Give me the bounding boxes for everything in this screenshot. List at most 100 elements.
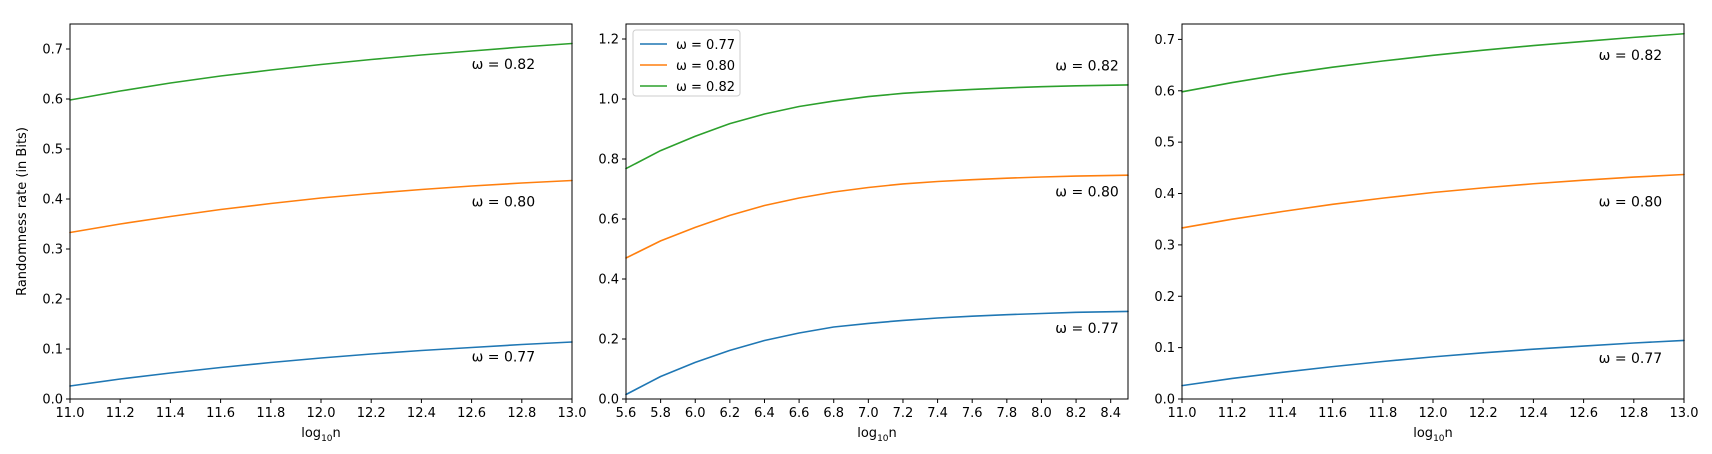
x-tick-label: 12.4 — [407, 406, 436, 421]
x-axis-label-subscript: 10 — [1433, 434, 1445, 444]
y-tick-label: 0.0 — [1154, 393, 1175, 408]
x-tick-label: 11.4 — [1268, 406, 1297, 421]
series-line-3 — [625, 84, 1129, 170]
series-line-1 — [69, 341, 573, 387]
y-tick-label: 0.6 — [598, 213, 619, 228]
x-tick-label: 6.8 — [823, 406, 844, 421]
y-tick-label: 0.3 — [1154, 238, 1175, 253]
x-tick-label: 11.8 — [256, 406, 285, 421]
series-annotation: ω = 0.77 — [1055, 321, 1119, 337]
y-tick-label: 0.6 — [1154, 84, 1175, 99]
legend-box — [632, 29, 741, 97]
x-tick-label: 8.0 — [1031, 406, 1052, 421]
y-tick-label: 0.5 — [42, 143, 63, 158]
axes-frame — [625, 23, 1129, 400]
y-axis-label: Randomness rate (in Bits) — [15, 127, 30, 296]
x-tick-label: 8.4 — [1100, 406, 1121, 421]
x-tick-label: 12.6 — [1569, 406, 1598, 421]
series-line-1 — [1181, 339, 1685, 387]
x-tick-label: 12.4 — [1519, 406, 1548, 421]
y-tick-label: 0.7 — [1154, 33, 1175, 48]
y-tick-label: 0.1 — [42, 343, 63, 358]
x-tick-label: 12.0 — [1419, 406, 1448, 421]
x-tick-label: 11.4 — [156, 406, 185, 421]
series-annotation: ω = 0.82 — [1599, 48, 1663, 64]
x-axis-label-subscript: 10 — [321, 434, 333, 444]
x-axis-label-main: log — [301, 426, 321, 441]
y-tick-label: 0.6 — [42, 93, 63, 108]
x-tick-label: 11.2 — [106, 406, 135, 421]
series-line-2 — [1181, 173, 1685, 229]
x-axis-label-main: log — [1413, 426, 1433, 441]
x-tick-label: 5.6 — [616, 406, 637, 421]
chart-panel-3: 11.0 11.2 11.4 11.6 11.8 12.0 12.2 12.4 12.6 12.8… — [1154, 23, 1699, 444]
y-tick-label: 0.2 — [598, 333, 619, 348]
x-tick-label: 7.8 — [996, 406, 1017, 421]
x-tick-label: 12.6 — [457, 406, 486, 421]
x-tick-label: 11.0 — [1168, 406, 1197, 421]
x-tick-label: 8.2 — [1066, 406, 1087, 421]
legend-entry: ω = 0.80 — [676, 59, 735, 74]
chart-panel-1: 11.0 11.2 11.4 11.6 11.8 12.0 12.2 12.4 12.6 12.8… — [15, 23, 587, 444]
x-tick-label: 7.4 — [927, 406, 948, 421]
series-annotation: ω = 0.80 — [472, 195, 536, 211]
x-tick-label: 12.8 — [1619, 406, 1648, 421]
x-tick-label: 13.0 — [1670, 406, 1699, 421]
y-tick-label: 0.4 — [598, 273, 619, 288]
y-tick-label: 0.2 — [1154, 290, 1175, 305]
y-tick-label: 0.0 — [42, 393, 63, 408]
y-tick-label: 0.2 — [42, 293, 63, 308]
series-annotation: ω = 0.77 — [472, 350, 536, 366]
x-tick-label: 12.2 — [357, 406, 386, 421]
series-line-2 — [625, 174, 1129, 259]
x-axis-label-main: log — [857, 426, 877, 441]
y-tick-label: 0.4 — [1154, 187, 1175, 202]
series-annotation: ω = 0.77 — [1599, 351, 1663, 367]
x-axis-label-tail: n — [889, 426, 897, 441]
axes-frame — [1181, 23, 1685, 400]
series-annotation: ω = 0.82 — [472, 57, 536, 73]
x-tick-label: 6.0 — [685, 406, 706, 421]
y-tick-label: 0.8 — [598, 153, 619, 168]
legend-entry: ω = 0.77 — [676, 38, 735, 53]
x-axis-label: log10n — [301, 426, 341, 444]
x-tick-label: 11.2 — [1218, 406, 1247, 421]
series-line-3 — [69, 42, 573, 101]
x-tick-label: 12.2 — [1469, 406, 1498, 421]
series-line-2 — [69, 179, 573, 234]
x-tick-label: 7.2 — [893, 406, 914, 421]
y-tick-label: 0.7 — [42, 43, 63, 58]
x-tick-label: 11.0 — [56, 406, 85, 421]
x-tick-label: 6.2 — [720, 406, 741, 421]
x-tick-label: 11.6 — [206, 406, 235, 421]
x-axis-label-tail: n — [333, 426, 341, 441]
x-tick-label: 11.6 — [1318, 406, 1347, 421]
y-tick-label: 0.3 — [42, 243, 63, 258]
x-axis-label-subscript: 10 — [877, 434, 889, 444]
x-tick-label: 13.0 — [558, 406, 587, 421]
x-tick-label: 7.0 — [858, 406, 879, 421]
x-axis-label: log10n — [1413, 426, 1453, 444]
series-annotation: ω = 0.82 — [1055, 59, 1119, 75]
series-line-3 — [1181, 32, 1685, 93]
x-axis-label: log10n — [857, 426, 897, 444]
axes-frame — [69, 23, 573, 400]
x-tick-label: 11.8 — [1368, 406, 1397, 421]
x-axis-label-tail: n — [1445, 426, 1453, 441]
y-tick-label: 0.5 — [1154, 136, 1175, 151]
legend: ω = 0.77 ω = 0.80 ω = 0.82 — [632, 29, 741, 97]
x-tick-label: 12.0 — [307, 406, 336, 421]
x-tick-label: 12.8 — [507, 406, 536, 421]
y-tick-label: 0.1 — [1154, 341, 1175, 356]
series-line-1 — [625, 310, 1129, 396]
y-tick-label: 1.0 — [598, 93, 619, 108]
x-tick-label: 5.8 — [650, 406, 671, 421]
legend-entry: ω = 0.82 — [676, 80, 735, 95]
x-tick-label: 7.6 — [962, 406, 983, 421]
x-tick-label: 6.6 — [789, 406, 810, 421]
series-annotation: ω = 0.80 — [1599, 194, 1663, 210]
chart-panel-2: 5.6 5.8 6.0 6.2 6.4 6.6 6.8 7.0 7.2 7.4 7.6 7.8 8.0 8… — [598, 23, 1129, 444]
y-tick-label: 0.4 — [42, 193, 63, 208]
series-annotation: ω = 0.80 — [1055, 185, 1119, 201]
